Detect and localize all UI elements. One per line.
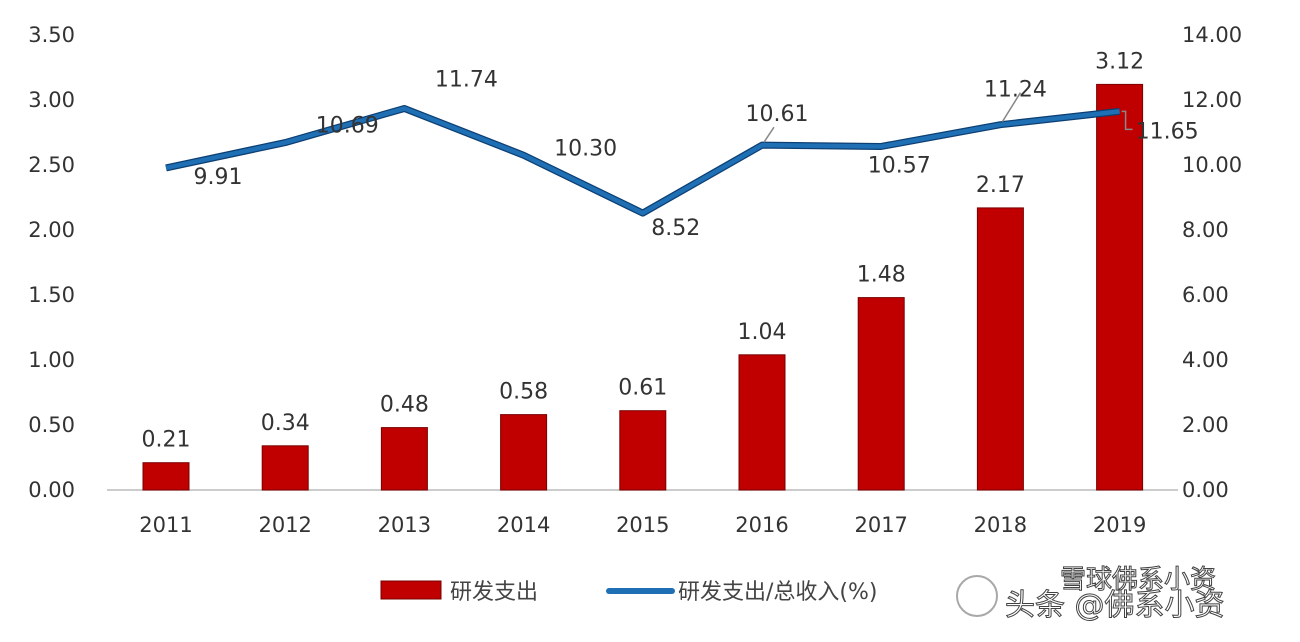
x-tick-label: 2018 [974,513,1027,537]
line-data-label: 9.91 [194,165,243,190]
x-tick-label: 2012 [258,513,311,537]
right-tick-label: 4.00 [1182,348,1229,372]
line-series: 9.91 10.69 11.74 10.30 8.52 10.61 10.57 11.24 11… [165,67,1199,241]
leader-line [1121,110,1133,131]
left-tick-label: 2.00 [28,218,75,242]
right-tick-label: 12.00 [1182,88,1242,112]
bar [976,207,1024,491]
left-axis: 0.00 0.50 1.00 1.50 2.00 2.50 3.00 3.50 [28,23,75,502]
left-tick-label: 1.00 [28,348,75,372]
leader-line [763,126,775,143]
left-tick-label: 0.00 [28,478,75,502]
line-data-label: 11.74 [435,67,498,92]
bar-data-label: 0.34 [261,411,310,436]
right-tick-label: 0.00 [1182,478,1229,502]
right-axis: 0.00 2.00 4.00 6.00 8.00 10.00 12.00 14.00 [1182,23,1242,502]
left-tick-label: 2.50 [28,153,75,177]
line-data-label: 10.30 [554,136,617,161]
watermark-line2: 头条 @佛系小资 [1005,588,1225,623]
x-tick-label: 2011 [139,513,192,537]
left-tick-label: 3.00 [28,88,75,112]
bar [500,414,548,491]
line-data-label: 10.57 [868,153,931,178]
x-tick-label: 2015 [616,513,669,537]
x-axis: 2011 2012 2013 2014 2015 2016 2017 2018 2019 [139,513,1146,537]
bar [857,297,905,491]
right-tick-label: 8.00 [1182,218,1229,242]
right-tick-label: 10.00 [1182,153,1242,177]
bar-data-label: 1.48 [857,263,906,288]
bar-series: 0.21 0.34 0.48 0.58 0.61 1.04 1.48 2.17 3.12 [142,49,1144,491]
x-tick-label: 2019 [1093,513,1146,537]
line-path [165,106,1120,216]
x-tick-label: 2016 [735,513,788,537]
bar [738,354,786,491]
x-tick-label: 2014 [497,513,550,537]
line-data-label: 8.52 [651,216,700,241]
bar-data-label: 0.58 [499,380,548,405]
legend-swatch-bar [380,580,442,600]
right-tick-label: 14.00 [1182,23,1242,47]
bar [619,410,667,491]
legend-label-bar: 研发支出 [450,580,538,605]
bar [1096,83,1144,491]
line-data-label: 10.61 [746,102,809,127]
left-tick-label: 0.50 [28,413,75,437]
legend: 研发支出 研发支出/总收入(%) [380,580,877,605]
right-tick-label: 2.00 [1182,413,1229,437]
line-data-label: 11.24 [984,78,1047,103]
bar [261,445,309,491]
right-tick-label: 6.00 [1182,283,1229,307]
bar-data-label: 0.61 [618,376,667,401]
bar-data-label: 0.48 [380,393,429,418]
bar-data-label: 0.21 [142,428,191,453]
bar-data-label: 3.12 [1095,49,1144,74]
legend-label-line: 研发支出/总收入(%) [678,580,877,605]
watermark: 雪球佛系小资 头条 @佛系小资 [956,565,1225,624]
leader-line [1001,92,1022,123]
bar [142,462,190,491]
bar-data-label: 1.04 [738,320,787,345]
line-data-label: 11.65 [1136,119,1199,144]
watermark-line1: 雪球佛系小资 [1060,565,1216,595]
line-data-label: 10.69 [316,114,379,139]
x-tick-label: 2017 [854,513,907,537]
bar [380,427,428,491]
left-tick-label: 1.50 [28,283,75,307]
watermark-logo-icon [956,575,998,617]
left-tick-label: 3.50 [28,23,75,47]
bar-data-label: 2.17 [976,173,1025,198]
x-tick-label: 2013 [378,513,431,537]
